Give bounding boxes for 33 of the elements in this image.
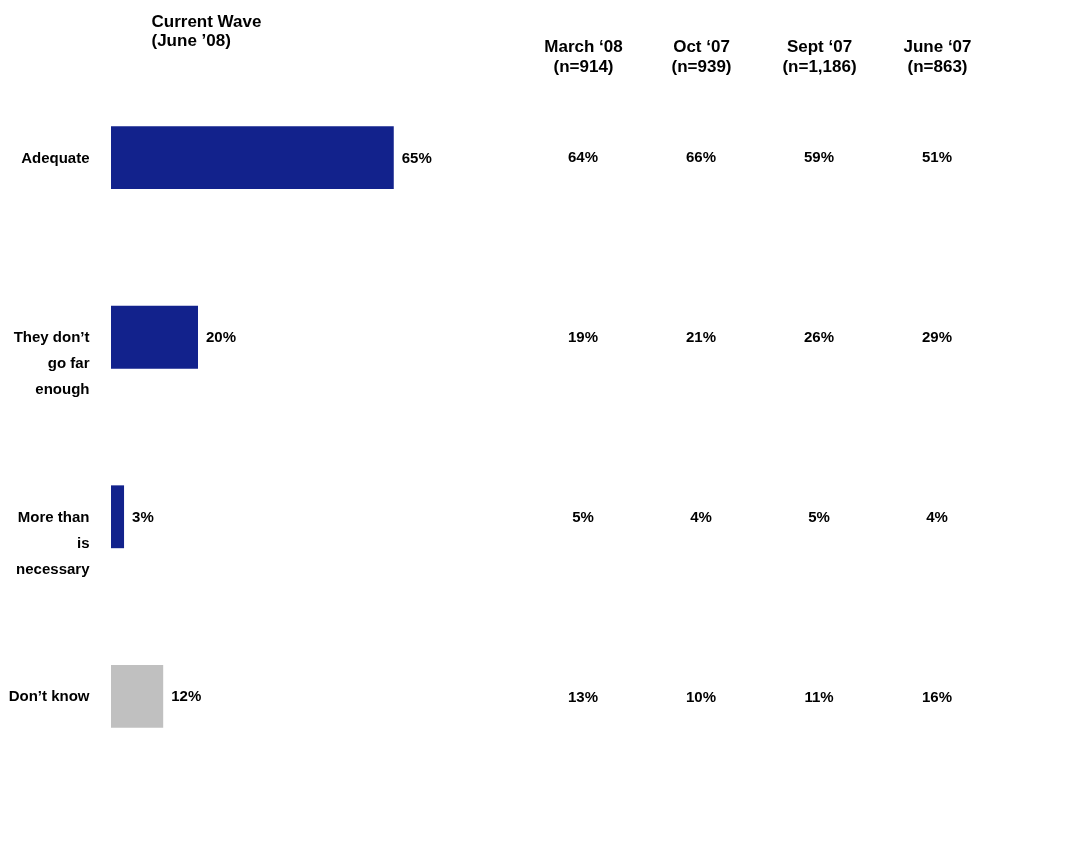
text: 19% [567, 328, 599, 345]
data-label: 3% [132, 507, 154, 525]
text: 4% [690, 508, 712, 525]
text: Current Wave (June ’08) [151, 11, 262, 50]
y-tick-label: They don’t go far enough [13, 328, 90, 398]
bar [111, 305, 198, 369]
text: 10% [685, 688, 717, 705]
text: 51% [921, 148, 953, 165]
text: 16% [921, 688, 953, 705]
text: 4% [926, 508, 948, 525]
text: Oct ‘07 (n=939) [671, 36, 732, 76]
text: 5% [572, 508, 594, 525]
y-tick-label: Don’t know [8, 687, 90, 705]
bar [111, 485, 125, 549]
bar [111, 126, 394, 190]
y-tick-label: Adequate [21, 148, 90, 166]
text: 13% [567, 688, 599, 705]
text: 29% [921, 328, 953, 345]
text: 66% [685, 148, 717, 165]
y-tick-label: More than is necessary [16, 507, 91, 577]
data-label: 12% [171, 687, 202, 705]
text: 26% [803, 328, 835, 345]
text: 11% [804, 688, 834, 705]
text: Sept ‘07 (n=1,186) [782, 36, 857, 76]
text: 21% [685, 328, 717, 345]
text: June ‘07 (n=863) [903, 36, 972, 76]
data-label: 65% [401, 148, 432, 166]
text: 59% [803, 148, 835, 165]
text: 5% [808, 508, 830, 525]
bar [111, 664, 164, 728]
text: March ‘08 (n=914) [544, 36, 623, 76]
data-label: 20% [206, 328, 237, 346]
text: 64% [567, 148, 599, 165]
